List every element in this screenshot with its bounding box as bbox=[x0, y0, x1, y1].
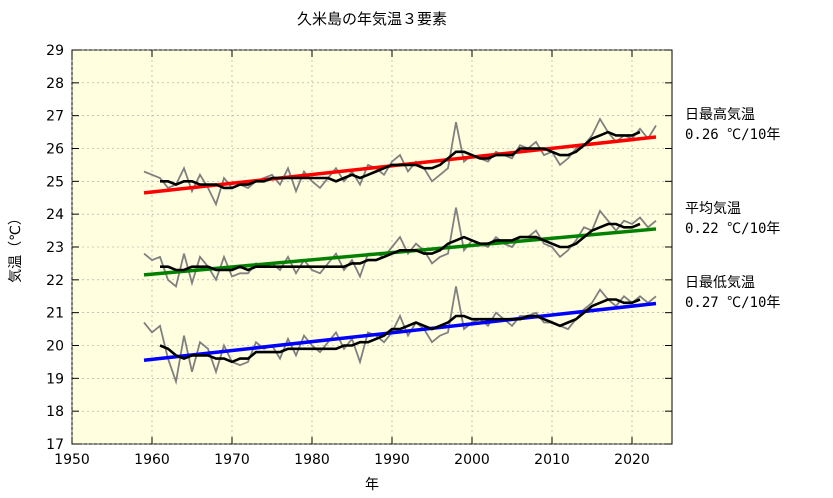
x-tick-label: 1960 bbox=[134, 452, 170, 468]
chart-title: 久米島の年気温３要素 bbox=[297, 10, 447, 28]
y-tick-label: 22 bbox=[46, 273, 64, 289]
annotation-max-label: 日最高気温 bbox=[685, 106, 755, 123]
x-tick-label: 1950 bbox=[54, 452, 90, 468]
y-tick-label: 26 bbox=[46, 142, 64, 158]
y-tick-label: 29 bbox=[46, 43, 64, 59]
y-tick-label: 25 bbox=[46, 174, 64, 190]
mean-trend-line bbox=[143, 227, 657, 277]
y-tick-label: 27 bbox=[46, 109, 64, 125]
moving-average-lines bbox=[159, 130, 641, 364]
annotation-mean-label: 平均気温 bbox=[685, 201, 741, 217]
min-trend-line bbox=[143, 301, 657, 363]
x-tick-label: 1970 bbox=[214, 452, 250, 468]
y-tick-label: 17 bbox=[46, 437, 64, 453]
y-tick-label: 23 bbox=[46, 240, 64, 256]
x-tick-label: 2010 bbox=[534, 452, 570, 468]
annotation-max-rate: 0.26 ℃/10年 bbox=[685, 127, 780, 143]
y-tick-label: 19 bbox=[46, 371, 64, 387]
annotation-mean-rate: 0.22 ℃/10年 bbox=[685, 221, 780, 237]
y-axis-label: 気温（℃） bbox=[8, 211, 24, 283]
min-raw-line bbox=[143, 286, 657, 386]
x-tick-label: 1980 bbox=[294, 452, 330, 468]
x-axis-label: 年 bbox=[365, 477, 379, 493]
y-tick-label: 21 bbox=[46, 306, 64, 322]
annotation-max: 日最高気温 0.26 ℃/10年 bbox=[685, 106, 780, 143]
max-moving-average-line bbox=[160, 130, 641, 190]
y-tick-label: 18 bbox=[46, 404, 64, 420]
x-tick-label: 1990 bbox=[374, 452, 410, 468]
axes: 17 18 19 20 21 22 23 24 25 26 27 28 29 1950 1960 1970 19… bbox=[46, 43, 672, 468]
y-tick-label: 20 bbox=[46, 339, 64, 355]
annotation-min-label: 日最低気温 bbox=[685, 275, 755, 291]
min-moving-average-line bbox=[159, 298, 641, 364]
y-tick-label: 28 bbox=[46, 76, 64, 92]
y-tick-label: 24 bbox=[46, 207, 64, 223]
mean-moving-average-line bbox=[160, 222, 641, 272]
annotation-min: 日最低気温 0.27 ℃/10年 bbox=[685, 275, 780, 311]
x-tick-label: 2020 bbox=[614, 452, 650, 468]
x-tick-label: 2000 bbox=[454, 452, 490, 468]
annotation-mean: 平均気温 0.22 ℃/10年 bbox=[685, 201, 780, 237]
annotation-min-rate: 0.27 ℃/10年 bbox=[685, 295, 780, 311]
